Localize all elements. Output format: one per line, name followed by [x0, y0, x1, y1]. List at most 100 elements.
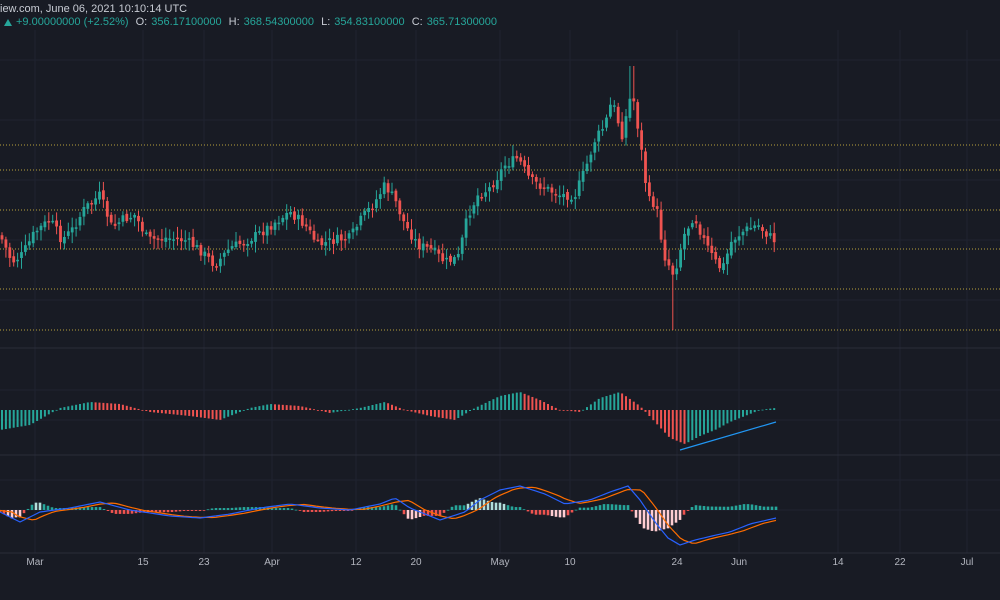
candle-body [234, 241, 238, 248]
candle-body [636, 102, 640, 129]
candle-body [129, 217, 133, 220]
high-value: 368.54300000 [243, 16, 315, 28]
candle-body [468, 215, 472, 218]
macd-histogram-bar [518, 507, 522, 510]
macd-histogram-bar [626, 505, 630, 510]
candlestick-series [0, 66, 776, 330]
oscillator-bar [570, 410, 573, 412]
oscillator-bar [652, 410, 655, 421]
candle-body [316, 239, 320, 242]
macd-histogram-bar [326, 510, 330, 512]
candle-body [339, 234, 343, 241]
oscillator-bar [476, 406, 479, 410]
oscillator-bar [765, 409, 768, 410]
oscillator-bar [305, 407, 308, 410]
candle-body [651, 196, 655, 207]
candle-body [449, 255, 452, 262]
candle-body [246, 244, 250, 246]
oscillator-bar [718, 410, 721, 428]
chart-grid [0, 30, 1000, 553]
macd-histogram-bar [82, 507, 86, 510]
candle-body [297, 214, 300, 220]
oscillator-bar [71, 405, 74, 410]
macd-histogram-bar [202, 510, 206, 511]
candle-body [472, 205, 476, 214]
macd-histogram-bar [666, 510, 670, 529]
candle-body [336, 234, 339, 244]
oscillator-bar [402, 409, 405, 411]
time-tick: 10 [564, 557, 576, 568]
oscillator-bar [301, 406, 304, 410]
oscillator-bar [398, 407, 401, 410]
candle-body [250, 240, 253, 244]
candle-body [394, 190, 398, 202]
oscillator-bar [254, 406, 257, 410]
oscillator-bar [277, 404, 280, 410]
macd-histogram-bar [462, 505, 466, 510]
time-axis[interactable]: Mar 15 23 Apr 12 20 May 10 24 Jun 14 22 … [0, 555, 1000, 575]
oscillator-bar [332, 410, 335, 413]
candle-body [772, 233, 776, 243]
up-arrow-icon [4, 19, 12, 26]
candle-body [70, 227, 74, 233]
oscillator-bar [172, 410, 175, 415]
oscillator-bar [168, 410, 171, 414]
macd-histogram-bar [402, 510, 406, 515]
candle-body [585, 163, 589, 172]
oscillator-bar [157, 410, 159, 413]
oscillator-bar [4, 410, 7, 430]
macd-histogram-bar [614, 504, 618, 510]
oscillator-bar [36, 410, 39, 421]
oscillator-bar [734, 410, 737, 420]
oscillator-bar [523, 393, 526, 410]
macd-histogram-bar [622, 505, 626, 510]
oscillator-bar [1, 410, 3, 430]
macd-histogram-bar [226, 508, 230, 510]
oscillator-bar [515, 392, 518, 410]
oscillator-histogram [1, 392, 776, 444]
oscillator-bar [328, 410, 331, 413]
macd-histogram-bar [298, 510, 302, 511]
oscillator-bar [289, 405, 292, 410]
candle-body [519, 157, 523, 162]
oscillator-bar [628, 398, 631, 410]
oscillator-bar [699, 410, 702, 436]
candle-body [488, 187, 491, 192]
candle-body [378, 194, 382, 199]
oscillator-bar [679, 410, 682, 443]
macd-histogram-bar [394, 505, 398, 510]
oscillator-bar [496, 397, 499, 410]
candle-body [203, 251, 207, 257]
candle-body [86, 203, 90, 209]
macd-histogram-bar [482, 499, 486, 510]
candle-body [102, 190, 105, 200]
oscillator-bar [531, 396, 534, 410]
oscillator-bar [199, 410, 202, 418]
candle-body [550, 187, 554, 193]
oscillator-bar [433, 410, 436, 417]
candle-body [8, 247, 12, 258]
macd-histogram-bar [234, 507, 238, 510]
oscillator-bar [722, 410, 725, 426]
macd-histogram-bar [758, 505, 762, 510]
macd-histogram-bar [374, 507, 378, 510]
oscillator-bar [344, 410, 347, 411]
macd-histogram-bar [274, 508, 278, 510]
close-value: 365.71300000 [426, 16, 498, 28]
oscillator-bar [67, 406, 70, 410]
macd-histogram-bar [594, 506, 598, 510]
macd-histogram-bar [118, 510, 122, 514]
macd-histogram-bar [574, 509, 578, 511]
oscillator-bar [211, 410, 214, 420]
time-tick: Mar [26, 557, 44, 568]
macd-histogram-bar [654, 510, 658, 532]
macd-histogram-bar [410, 510, 414, 520]
candle-body [722, 263, 725, 271]
candle-body [729, 241, 733, 256]
oscillator-bar [274, 404, 276, 410]
oscillator-bar [59, 407, 62, 410]
candle-body [367, 208, 370, 213]
candle-body [59, 225, 62, 243]
oscillator-bar [511, 393, 514, 410]
